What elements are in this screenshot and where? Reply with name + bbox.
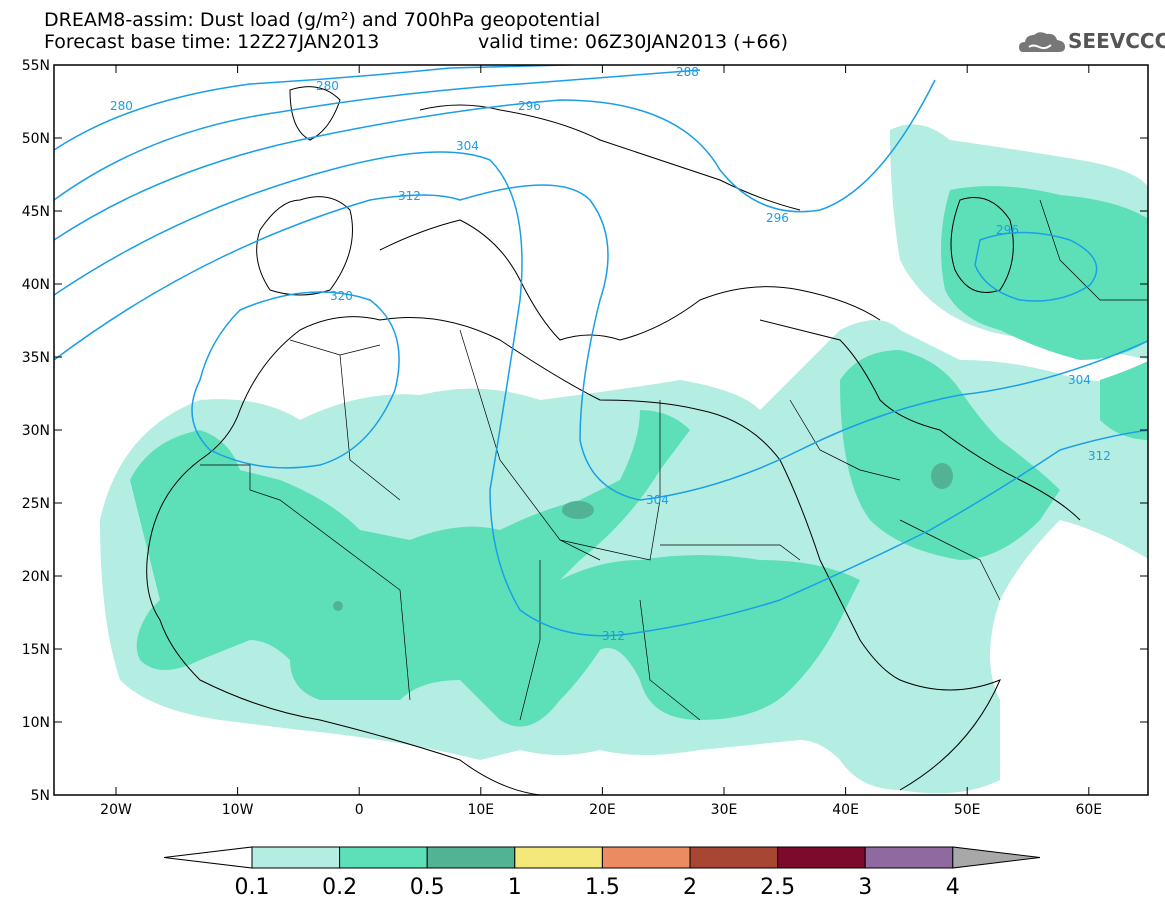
contour-label: 280 — [316, 79, 339, 93]
lon-label: 10E — [467, 802, 494, 818]
colorbar-label: 4 — [946, 875, 960, 900]
borders — [200, 199, 1148, 721]
lat-label: 25N — [22, 496, 50, 512]
colorbar-swatch — [339, 846, 428, 869]
contour-label: 312 — [1088, 449, 1111, 463]
logo-text: SEEVCCC — [1068, 29, 1165, 53]
contour-label: 320 — [330, 289, 353, 303]
map-title: DREAM8-assim: Dust load (g/m²) and 700hP… — [44, 9, 601, 31]
lon-label: 50E — [954, 802, 981, 818]
colorbar-swatch — [251, 846, 341, 869]
dust-fields — [100, 124, 1148, 794]
lat-label: 5N — [31, 788, 50, 804]
latitude-axis: 55N 50N 45N 40N 35N 30N 25N 20N 15N 10N 5N — [22, 58, 1148, 804]
colorbar-swatch — [514, 846, 603, 869]
forecast-base-time: Forecast base time: 12Z27JAN2013 — [44, 31, 380, 53]
geopotential-contours — [54, 65, 1148, 637]
lat-label: 55N — [22, 58, 50, 74]
longitude-axis: 20W 10W 0 10E 20E 30E 40E 50E 60E — [100, 65, 1102, 818]
colorbar-label: 0.1 — [235, 875, 270, 900]
colorbar-swatch — [777, 846, 866, 869]
valid-time: valid time: 06Z30JAN2013 (+66) — [478, 31, 789, 53]
contour-280 — [54, 65, 596, 151]
colorbar-label: 0.2 — [322, 875, 357, 900]
lon-label: 0 — [355, 802, 364, 818]
contour-label: 304 — [646, 493, 669, 507]
colorbar-label: 2.5 — [760, 875, 795, 900]
contour-label: 296 — [996, 223, 1019, 237]
contour-label: 312 — [602, 629, 625, 643]
lat-label: 40N — [22, 277, 50, 293]
colorbar-label: 2 — [683, 875, 697, 900]
colorbar-label: 3 — [858, 875, 872, 900]
lon-label: 30E — [711, 802, 738, 818]
lon-label: 60E — [1075, 802, 1102, 818]
contour-288 — [54, 69, 701, 201]
colorbar-low-arrow — [163, 846, 253, 869]
lat-label: 15N — [22, 642, 50, 658]
contour-label: 280 — [110, 99, 133, 113]
lat-label: 20N — [22, 569, 50, 585]
lat-label: 45N — [22, 204, 50, 220]
colorbar-swatch — [864, 846, 954, 869]
lat-label: 30N — [22, 423, 50, 439]
contour-label: 304 — [456, 139, 479, 153]
contour-label: 304 — [1068, 373, 1091, 387]
contour-label: 296 — [518, 99, 541, 113]
contour-304 — [54, 184, 1148, 501]
cloud-icon — [1019, 32, 1065, 52]
colorbar-swatch — [689, 846, 779, 869]
colorbar-label: 1 — [508, 875, 522, 900]
contour-label: 296 — [766, 211, 789, 225]
colorbar-label: 1.5 — [585, 875, 620, 900]
lat-label: 10N — [22, 715, 50, 731]
contour-label: 288 — [676, 65, 699, 79]
colorbar: 0.1 0.2 0.5 1 1.5 2 2.5 3 4 — [163, 846, 1041, 900]
lon-label: 20W — [100, 802, 132, 818]
lat-label: 35N — [22, 350, 50, 366]
colorbar-swatch — [426, 846, 516, 869]
dust-level-0-2 — [130, 186, 1148, 727]
lon-label: 10W — [222, 802, 254, 818]
colorbar-label: 0.5 — [410, 875, 445, 900]
colorbar-swatch — [601, 846, 691, 869]
colorbar-high-arrow — [952, 846, 1041, 869]
contour-296 — [54, 79, 936, 241]
contour-labels: 280 288 280 296 304 312 320 296 296 304 … — [110, 65, 1111, 643]
contour-320 — [191, 291, 400, 469]
dust-level-0-5 — [333, 463, 953, 611]
contour-312 — [54, 151, 1148, 637]
lon-label: 20E — [589, 802, 616, 818]
lon-label: 40E — [832, 802, 859, 818]
contour-label: 312 — [398, 189, 421, 203]
lat-label: 50N — [22, 131, 50, 147]
contour-296-closed — [974, 231, 1098, 302]
